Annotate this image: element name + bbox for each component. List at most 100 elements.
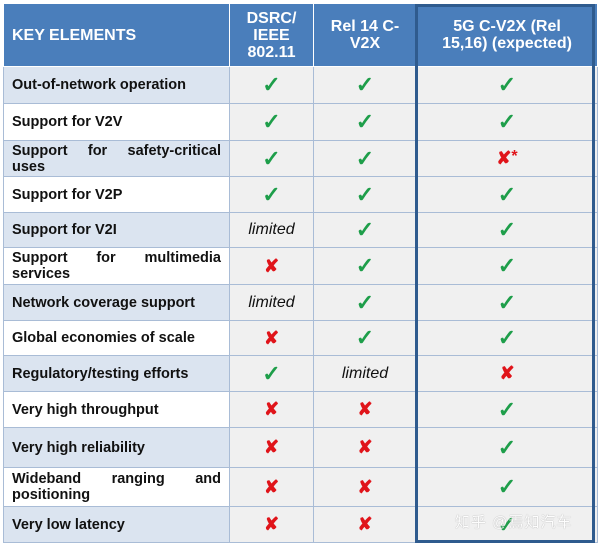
row-label: Very high throughput [3, 391, 230, 428]
table-row: Network coverage support limited ✓ ✓ [3, 284, 598, 321]
cross-icon: ✘ [263, 255, 280, 276]
cell-g5: ✓ [416, 506, 598, 543]
check-icon: ✓ [262, 181, 281, 207]
table-row: Support for multimedia services ✘ ✓ ✓ [3, 247, 598, 285]
cell-rel14: limited [313, 355, 417, 392]
cell-dsrc: ✓ [229, 176, 314, 213]
check-icon: ✓ [355, 181, 375, 207]
cell-g5: ✓ [416, 247, 598, 285]
cell-g5: ✓ [416, 391, 598, 428]
cell-g5: ✓ [416, 427, 598, 468]
check-icon: ✓ [262, 145, 281, 171]
check-icon: ✓ [497, 217, 517, 242]
row-label: Support for V2I [3, 212, 230, 248]
table-row: Support for V2I limited ✓ ✓ [3, 212, 598, 248]
cell-g5: ✘* [416, 140, 598, 177]
check-icon: ✓ [497, 511, 517, 537]
cross-icon: ✘ [263, 514, 280, 534]
row-label: Wideband ranging and positioning [3, 467, 230, 507]
cell-dsrc: ✓ [229, 355, 314, 392]
cell-g5: ✓ [416, 284, 598, 321]
limited-text: limited [248, 293, 295, 311]
asterisk-note: * [511, 148, 518, 165]
check-icon: ✓ [262, 109, 281, 134]
cross-icon: ✘ [496, 148, 512, 168]
cross-icon: ✘ [357, 437, 373, 457]
cross-icon: ✘ [357, 399, 373, 419]
check-icon: ✓ [355, 289, 375, 315]
cell-rel14: ✓ [313, 212, 417, 248]
table-row: Out-of-network operation ✓ ✓ ✓ [3, 66, 598, 104]
cell-dsrc: ✘ [229, 506, 314, 543]
cell-rel14: ✓ [313, 176, 417, 213]
row-label: Support for V2V [3, 103, 230, 141]
cross-icon: ✘ [263, 399, 280, 419]
comparison-table: KEY ELEMENTS DSRC/ IEEE 802.11 Rel 14 C-… [3, 3, 598, 543]
header-key-elements: KEY ELEMENTS [3, 3, 230, 67]
limited-text: limited [341, 364, 389, 382]
header-dsrc: DSRC/ IEEE 802.11 [229, 3, 314, 67]
cell-g5: ✓ [416, 66, 598, 104]
cell-rel14: ✘ [313, 427, 417, 468]
table-row: Regulatory/testing efforts ✓ limited ✘ [3, 355, 598, 392]
table-row: Support for V2P ✓ ✓ ✓ [3, 176, 598, 213]
cell-g5: ✓ [416, 176, 598, 213]
check-icon: ✓ [497, 289, 517, 315]
row-label: Support for multimedia services [3, 247, 230, 285]
row-label: Support for V2P [3, 176, 230, 213]
row-label: Very high reliability [3, 427, 230, 468]
cross-icon: ✘ [263, 437, 280, 457]
cell-dsrc: limited [229, 284, 314, 321]
cross-icon: ✘ [263, 476, 280, 497]
check-icon: ✓ [355, 325, 375, 350]
cross-icon: ✘ [357, 514, 373, 534]
cell-rel14: ✓ [313, 284, 417, 321]
row-label: Regulatory/testing efforts [3, 355, 230, 392]
cell-dsrc: ✓ [229, 66, 314, 104]
cell-rel14: ✓ [313, 66, 417, 104]
watermark: 知乎 @焉知汽车 [455, 514, 573, 531]
cell-dsrc: ✘ [229, 391, 314, 428]
cross-icon: ✘ [499, 363, 515, 383]
limited-text: limited [248, 221, 295, 238]
row-label: Support for safety-critical uses [3, 140, 230, 177]
check-icon: ✓ [497, 253, 517, 278]
check-icon: ✓ [497, 474, 517, 499]
cell-dsrc: ✘ [229, 427, 314, 468]
cell-g5: ✓ [416, 103, 598, 141]
table-row: Very high throughput ✘ ✘ ✓ [3, 391, 598, 428]
row-label: Out-of-network operation [3, 66, 230, 104]
check-icon: ✓ [262, 360, 281, 386]
cell-rel14: ✓ [313, 103, 417, 141]
table-row: Wideband ranging and positioning ✘ ✘ ✓ [3, 467, 598, 507]
cell-rel14: ✘ [313, 391, 417, 428]
header-rel14: Rel 14 C-V2X [313, 3, 417, 67]
cell-dsrc: ✘ [229, 467, 314, 507]
cell-rel14: ✘ [313, 467, 417, 507]
cross-icon: ✘ [357, 476, 373, 497]
row-label: Very low latency [3, 506, 230, 543]
cell-dsrc: limited [229, 212, 314, 248]
check-icon: ✓ [355, 109, 375, 134]
check-icon: ✓ [497, 109, 517, 134]
cell-rel14: ✓ [313, 140, 417, 177]
cell-g5: ✓ [416, 212, 598, 248]
cell-g5: ✓ [416, 320, 598, 356]
cell-g5: ✘ [416, 355, 598, 392]
cell-rel14: ✓ [313, 320, 417, 356]
cell-g5: ✓ [416, 467, 598, 507]
table-row: Global economies of scale ✘ ✓ ✓ [3, 320, 598, 356]
check-icon: ✓ [355, 145, 375, 171]
cell-rel14: ✘ [313, 506, 417, 543]
check-icon: ✓ [262, 72, 281, 97]
table-row: Very high reliability ✘ ✘ ✓ [3, 427, 598, 468]
cell-dsrc: ✓ [229, 103, 314, 141]
table-row: Very low latency ✘ ✘ ✓ [3, 506, 598, 543]
header-5g: 5G C-V2X (Rel 15,16) (expected) [416, 3, 598, 67]
check-icon: ✓ [497, 434, 517, 460]
table-row: Support for V2V ✓ ✓ ✓ [3, 103, 598, 141]
row-label: Network coverage support [3, 284, 230, 321]
header-row: KEY ELEMENTS DSRC/ IEEE 802.11 Rel 14 C-… [3, 3, 598, 67]
check-icon: ✓ [497, 181, 517, 207]
check-icon: ✓ [497, 396, 517, 422]
